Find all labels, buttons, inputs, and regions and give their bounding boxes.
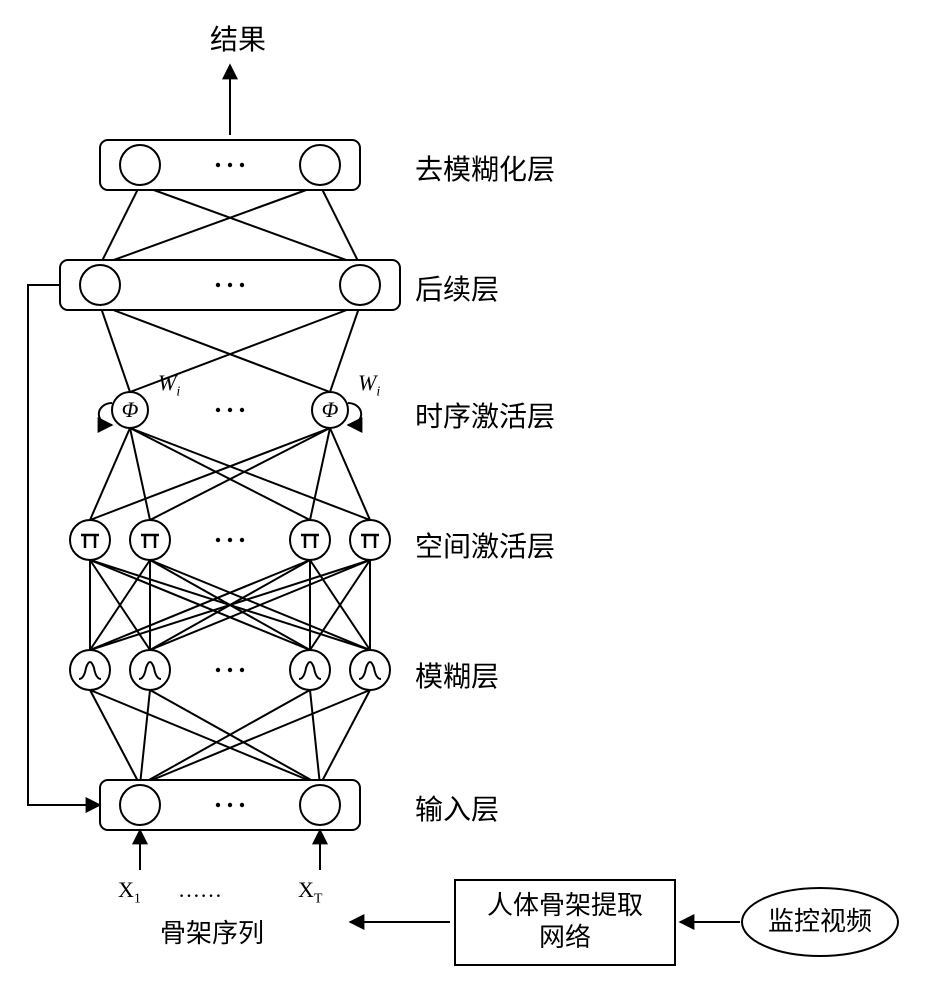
input-node bbox=[300, 785, 340, 825]
spatial-node bbox=[70, 520, 110, 560]
fuzzy-node bbox=[130, 650, 170, 690]
result-label: 结果 bbox=[210, 18, 266, 58]
input-node bbox=[120, 785, 160, 825]
weight-label-left: Wi bbox=[158, 370, 180, 400]
layer-label-input: 输入层 bbox=[415, 788, 499, 828]
spatial-node bbox=[350, 520, 390, 560]
layer-label-spatial: 空间激活层 bbox=[415, 525, 555, 565]
xt-label: XT bbox=[298, 877, 322, 907]
layer-label-defuzz: 去模糊化层 bbox=[415, 148, 555, 188]
fuzzy-node bbox=[70, 650, 110, 690]
x-mid-label: …… bbox=[178, 877, 222, 903]
self-loop bbox=[99, 403, 112, 425]
svg-text:Φ: Φ bbox=[322, 397, 339, 422]
layer-label-consequent: 后续层 bbox=[415, 268, 499, 308]
weight-label-right: Wi bbox=[358, 370, 380, 400]
consequent-node bbox=[80, 265, 120, 305]
svg-text:Φ: Φ bbox=[122, 397, 139, 422]
fuzzy-node bbox=[290, 650, 330, 690]
x1-label: X1 bbox=[118, 877, 141, 907]
svg-text:网络: 网络 bbox=[539, 923, 591, 952]
consequent-node bbox=[340, 265, 380, 305]
defuzz-node bbox=[300, 145, 340, 185]
spatial-node bbox=[130, 520, 170, 560]
skeleton-seq-label: 骨架序列 bbox=[160, 913, 264, 950]
fuzzy-node bbox=[350, 650, 390, 690]
defuzz-node bbox=[120, 145, 160, 185]
spatial-node bbox=[290, 520, 330, 560]
self-loop bbox=[348, 403, 361, 425]
svg-text:人体骨架提取: 人体骨架提取 bbox=[487, 891, 643, 920]
layer-label-fuzzy: 模糊层 bbox=[415, 655, 499, 695]
layer-label-temporal: 时序激活层 bbox=[415, 395, 555, 435]
svg-text:监控视频: 监控视频 bbox=[768, 907, 872, 936]
